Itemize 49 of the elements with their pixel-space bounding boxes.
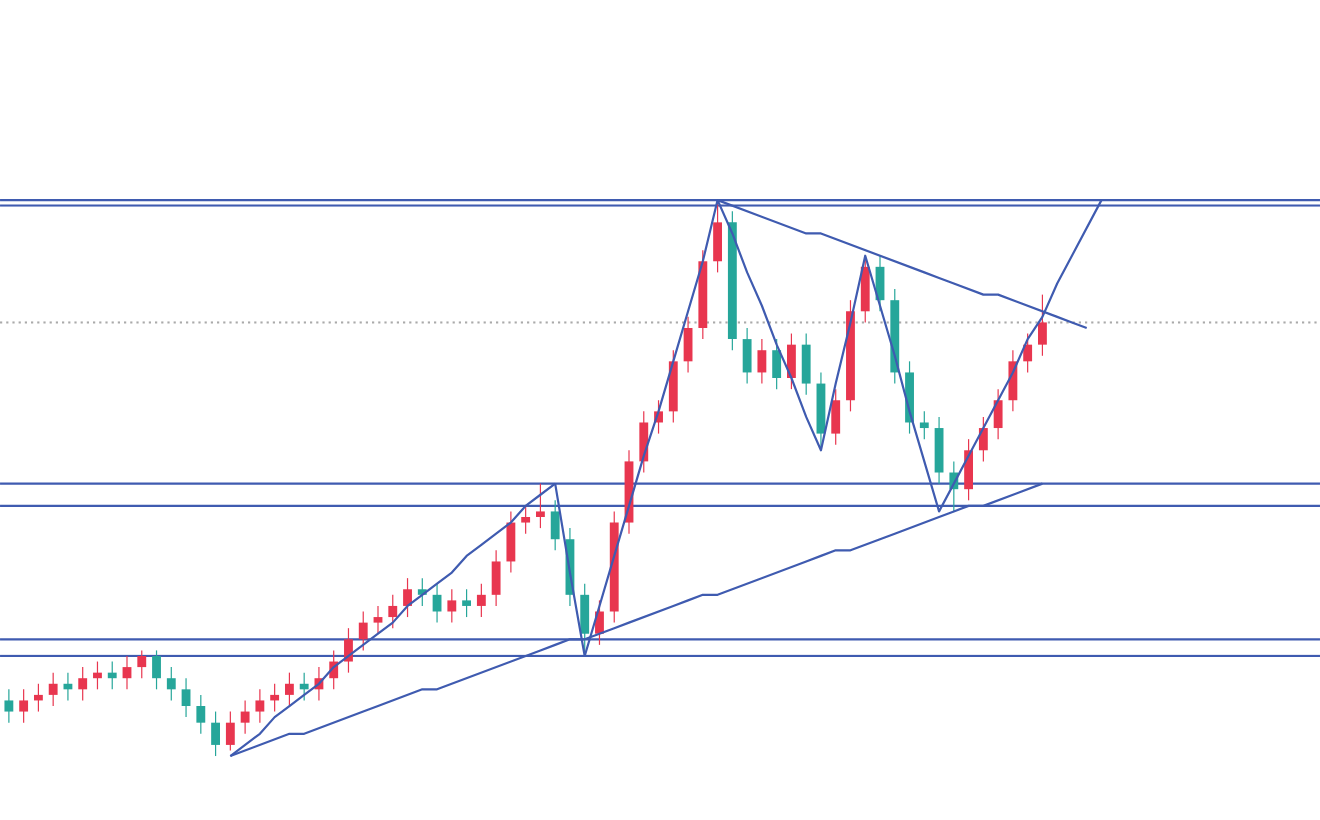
candlestick [255, 688, 265, 724]
candlestick [299, 672, 309, 702]
candlestick [1023, 332, 1033, 374]
candlestick [78, 666, 88, 702]
candlestick [211, 710, 221, 757]
candlestick [373, 605, 383, 635]
candlestick [506, 510, 516, 574]
candlestick [284, 672, 294, 707]
candlestick [550, 499, 560, 551]
candlestick [225, 710, 235, 752]
candlestick [1037, 294, 1047, 357]
candlestick [993, 388, 1003, 440]
candlestick [240, 699, 250, 735]
candlestick [476, 583, 486, 618]
candlestick [521, 505, 531, 535]
candlestick [270, 683, 280, 713]
candlestick [447, 588, 457, 624]
candlestick [403, 577, 412, 618]
candlestick [137, 649, 147, 679]
candlestick [757, 338, 767, 385]
candlestick [196, 694, 206, 735]
candlestick [4, 688, 14, 724]
candlestick [772, 338, 782, 390]
candlestick [801, 332, 811, 396]
candlestick [535, 483, 545, 529]
candlestick [166, 666, 176, 702]
candlestick [19, 688, 29, 724]
candlestick [181, 677, 191, 718]
candlestick [152, 649, 161, 690]
candlestick [860, 255, 870, 324]
candlestick [491, 549, 501, 607]
candlestick [33, 683, 43, 713]
candlestick [639, 410, 649, 474]
candlestick [831, 388, 841, 446]
candlestick [713, 199, 723, 273]
candlestick [358, 610, 368, 652]
candlestick [344, 627, 353, 674]
candlestick [462, 588, 472, 618]
candlestick [48, 672, 58, 707]
candlestick [432, 583, 442, 624]
candlestick [107, 660, 117, 690]
candlestick [978, 416, 988, 462]
candlestick [388, 594, 398, 629]
candlestick [742, 327, 752, 385]
candlestick [786, 332, 796, 390]
candlestick [919, 410, 929, 440]
candlestick [964, 438, 974, 501]
candlestick [93, 660, 102, 690]
candlestick [934, 416, 944, 485]
